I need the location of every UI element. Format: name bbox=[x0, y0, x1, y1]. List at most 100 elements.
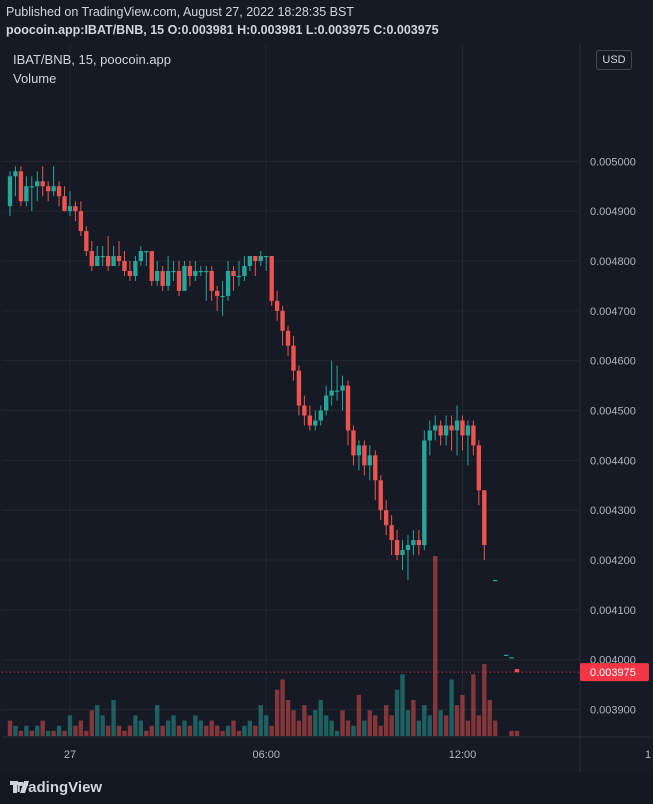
candle-body bbox=[73, 206, 78, 212]
candle-body bbox=[253, 256, 258, 262]
volume-bar bbox=[116, 725, 122, 736]
candle bbox=[84, 226, 89, 257]
volume-bar bbox=[73, 725, 78, 736]
publish-header: Published on TradingView.com, August 27,… bbox=[0, 0, 653, 44]
candle bbox=[29, 176, 34, 212]
candle-body bbox=[324, 395, 329, 411]
candle bbox=[89, 241, 94, 271]
candle bbox=[198, 265, 203, 276]
volume-bar bbox=[247, 720, 253, 736]
currency-button[interactable]: USD bbox=[596, 50, 632, 70]
candle bbox=[193, 261, 198, 281]
volume-bar bbox=[443, 715, 449, 736]
volume-bar bbox=[482, 664, 487, 736]
candle bbox=[78, 201, 84, 237]
candle bbox=[56, 181, 62, 207]
volume-bar bbox=[367, 710, 372, 736]
candle bbox=[214, 285, 220, 311]
candle bbox=[493, 579, 498, 582]
candle bbox=[509, 657, 514, 659]
candle bbox=[405, 535, 411, 580]
volume-bar bbox=[394, 689, 400, 736]
volume-bar bbox=[144, 730, 149, 736]
candle-body bbox=[13, 171, 18, 177]
candle-body bbox=[242, 265, 247, 276]
candle-body bbox=[56, 186, 62, 197]
volume-bar bbox=[493, 720, 498, 736]
candle bbox=[356, 440, 362, 471]
volume-bar bbox=[362, 720, 367, 736]
chart-panel[interactable]: 0.005000 0.004900 0.004800 0.004700 0.004600… bbox=[2, 44, 651, 772]
candle-body bbox=[394, 540, 400, 556]
candle-body bbox=[105, 256, 111, 266]
candle-body bbox=[204, 270, 209, 273]
candle bbox=[416, 530, 422, 556]
candle-body bbox=[356, 445, 362, 456]
candle bbox=[209, 265, 214, 301]
price-tick-label: 0.004700 bbox=[590, 306, 636, 318]
candle-body bbox=[460, 420, 465, 436]
volume-bar bbox=[351, 725, 356, 736]
candle bbox=[514, 669, 520, 673]
volume-bar bbox=[449, 679, 454, 736]
price-axis: 0.005000 0.004900 0.004800 0.004700 0.004600… bbox=[579, 44, 636, 772]
volume-bar bbox=[165, 720, 171, 736]
candle-body bbox=[95, 256, 100, 266]
volume-bar bbox=[171, 715, 176, 736]
candle bbox=[45, 181, 51, 202]
candle bbox=[324, 385, 329, 416]
candle bbox=[394, 530, 400, 561]
candle-body bbox=[405, 545, 411, 551]
volume-bar bbox=[56, 725, 62, 736]
volume-bar bbox=[29, 730, 34, 736]
candle-body bbox=[160, 270, 165, 286]
volume-bar bbox=[84, 730, 89, 736]
volume-bar bbox=[231, 720, 236, 736]
tradingview-logo-icon bbox=[10, 781, 29, 793]
volume-bar bbox=[334, 730, 340, 736]
candle bbox=[400, 540, 405, 570]
candle-body bbox=[209, 270, 214, 291]
candle-body bbox=[100, 256, 105, 258]
candle-series bbox=[7, 166, 520, 673]
volume-series bbox=[7, 556, 520, 736]
volume-bar bbox=[122, 730, 127, 736]
volume-bar bbox=[13, 725, 18, 736]
last-price-box bbox=[580, 663, 649, 682]
candle bbox=[176, 261, 182, 296]
volume-bar bbox=[187, 725, 193, 736]
price-tick-label: 0.003900 bbox=[590, 705, 636, 717]
volume-bar bbox=[285, 700, 291, 736]
candle-body bbox=[329, 390, 334, 396]
candle bbox=[378, 475, 383, 521]
volume-bar bbox=[253, 725, 258, 736]
volume-bar bbox=[236, 730, 242, 736]
candle-body bbox=[51, 186, 56, 192]
candle-body bbox=[127, 270, 133, 276]
candle bbox=[443, 415, 449, 446]
candle-body bbox=[427, 430, 432, 441]
candle-body bbox=[449, 425, 454, 431]
candle bbox=[182, 261, 187, 291]
candle-body bbox=[296, 370, 302, 406]
time-tick-label: 27 bbox=[64, 749, 76, 761]
candle bbox=[449, 415, 454, 451]
volume-bar bbox=[269, 725, 274, 736]
candle-body bbox=[35, 181, 40, 187]
volume-bar bbox=[95, 705, 100, 736]
price-tick-label: 0.004400 bbox=[590, 455, 636, 467]
candle bbox=[73, 201, 78, 222]
symbol-ohlc-line: poocoin.app:IBAT/BNB, 15 O:0.003981 H:0.… bbox=[6, 23, 439, 37]
tradingview-logo[interactable]: TradingView bbox=[10, 779, 102, 796]
candle-body bbox=[18, 171, 24, 202]
price-chart[interactable]: 0.005000 0.004900 0.004800 0.004700 0.004600… bbox=[2, 44, 651, 772]
candle-body bbox=[274, 300, 280, 311]
candle-body bbox=[400, 550, 405, 556]
candle bbox=[422, 430, 427, 551]
candle bbox=[247, 256, 253, 271]
volume-bar bbox=[340, 710, 345, 736]
candle bbox=[105, 236, 111, 271]
candle-body bbox=[351, 430, 356, 456]
plot-background bbox=[2, 44, 579, 737]
candle bbox=[95, 246, 100, 266]
